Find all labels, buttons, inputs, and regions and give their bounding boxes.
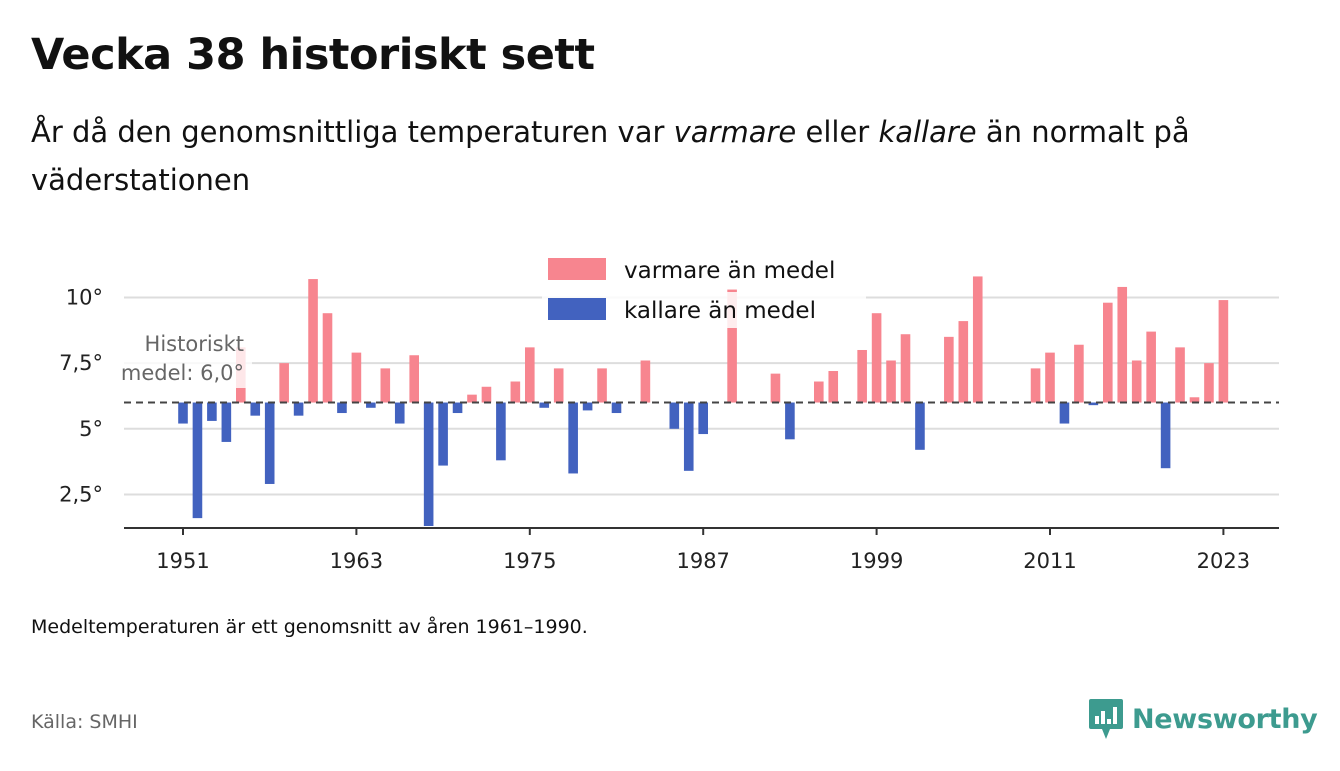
bar-cold <box>539 402 550 408</box>
bar-warm <box>322 313 333 403</box>
bar-warm <box>481 386 492 403</box>
bar-cold <box>192 402 203 519</box>
bar-warm <box>553 368 564 403</box>
subtitle-text-2: eller <box>796 115 879 149</box>
legend-label-warm: varmare än medel <box>624 258 835 284</box>
bar-warm <box>1204 363 1214 403</box>
bar-warm <box>1074 344 1084 403</box>
bar-warm <box>770 373 781 403</box>
bar-warm <box>597 368 607 403</box>
bar-cold <box>698 402 708 435</box>
bar-warm <box>886 360 896 403</box>
baseline-annotation-line: Historiskt <box>145 332 244 356</box>
x-tick-label: 2011 <box>1023 549 1076 573</box>
bar-warm <box>1045 352 1055 403</box>
bar-cold <box>1059 402 1070 424</box>
bar-warm <box>900 334 911 403</box>
x-tick-label: 1975 <box>503 549 556 573</box>
brand-logo[interactable]: Newsworthy <box>1088 696 1318 742</box>
bar-warm <box>1131 360 1142 403</box>
bar-warm <box>525 347 535 403</box>
bar-cold <box>293 402 304 416</box>
bar-cold <box>366 402 376 408</box>
bar-warm <box>1117 286 1128 403</box>
bar-cold <box>915 402 925 450</box>
brand-name: Newsworthy <box>1132 703 1318 735</box>
bar-warm <box>1030 368 1041 403</box>
y-tick-label: 7,5° <box>59 351 103 375</box>
source-label: Källa: SMHI <box>31 711 138 733</box>
bar-warm <box>1103 302 1113 403</box>
bar-warm <box>1218 300 1229 403</box>
bar-cold <box>785 402 795 440</box>
annotation-bg <box>112 330 252 388</box>
bar-warm <box>409 355 419 403</box>
legend-swatch-warm <box>548 258 606 280</box>
x-tick-label: 1999 <box>850 549 903 573</box>
bar-cold <box>178 402 188 424</box>
bar-warm <box>1146 331 1156 403</box>
chart-subtitle: År då den genomsnittliga temperaturen va… <box>31 108 1271 204</box>
bar-cold <box>582 402 593 411</box>
x-tick-label: 1963 <box>330 549 383 573</box>
legend-swatch-cold <box>548 298 606 320</box>
bar-cold <box>264 402 275 484</box>
footnote: Medeltemperaturen är ett genomsnitt av å… <box>31 616 588 638</box>
bar-cold <box>337 402 347 414</box>
bar-cold <box>438 402 448 466</box>
bar-cold <box>250 402 261 416</box>
bar-warm <box>871 313 882 403</box>
subtitle-warm-word: varmare <box>673 115 797 149</box>
y-tick-label: 5° <box>79 417 103 441</box>
bar-cold <box>1088 402 1099 406</box>
bar-warm <box>467 394 477 403</box>
baseline-annotation: Historiskt medel: 6,0° <box>112 330 252 388</box>
subtitle-text-1: År då den genomsnittliga temperaturen va… <box>31 115 674 149</box>
bar-warm <box>1175 347 1185 403</box>
legend-label-cold: kallare än medel <box>624 298 816 324</box>
bar-warm <box>814 381 824 403</box>
bar-cold <box>669 402 680 429</box>
bar-warm <box>857 349 867 403</box>
bar-cold <box>394 402 405 424</box>
bar-warm <box>972 276 983 403</box>
bar-warm <box>640 360 651 403</box>
bar-cold <box>683 402 694 471</box>
bar-cold <box>221 402 232 442</box>
y-tick-label: 10° <box>66 285 103 309</box>
bar-warm <box>727 289 737 403</box>
axes: 2,5° 5° 7,5° 10° 1951 1963 1975 1987 1999 2011 202… <box>59 285 1279 573</box>
subtitle-text-3: än normalt på väderstationen <box>31 115 1190 197</box>
bar-warm <box>828 371 839 403</box>
bar-cold <box>568 402 578 474</box>
baseline-annotation-line: medel: 6,0° <box>121 361 244 385</box>
bar-cold <box>452 402 463 414</box>
y-tick-label: 2,5° <box>59 482 103 506</box>
bar-cold <box>496 402 506 461</box>
bar-warm <box>958 321 969 403</box>
bar-warm <box>510 381 521 403</box>
x-tick-label: 1987 <box>676 549 729 573</box>
bar-warm <box>1189 397 1200 403</box>
x-tick-label: 2023 <box>1197 549 1250 573</box>
bar-warm <box>380 368 391 403</box>
bar-cold <box>1160 402 1171 469</box>
legend: varmare än medel kallare än medel <box>542 252 866 328</box>
newsworthy-logo-icon <box>1089 699 1123 739</box>
bar-cold <box>423 402 434 526</box>
bar-warm <box>944 336 954 403</box>
bar-warm <box>351 352 362 403</box>
bar-cold <box>611 402 622 414</box>
bar-warm <box>279 363 289 403</box>
bar-warm <box>308 279 318 403</box>
bar-cold <box>207 402 217 421</box>
x-tick-label: 1951 <box>156 549 209 573</box>
bar-chart: 2,5° 5° 7,5° 10° 1951 1963 1975 1987 1999 2011 202… <box>59 252 1279 573</box>
subtitle-cold-word: kallare <box>878 115 977 149</box>
chart-title: Vecka 38 historiskt sett <box>31 30 595 80</box>
